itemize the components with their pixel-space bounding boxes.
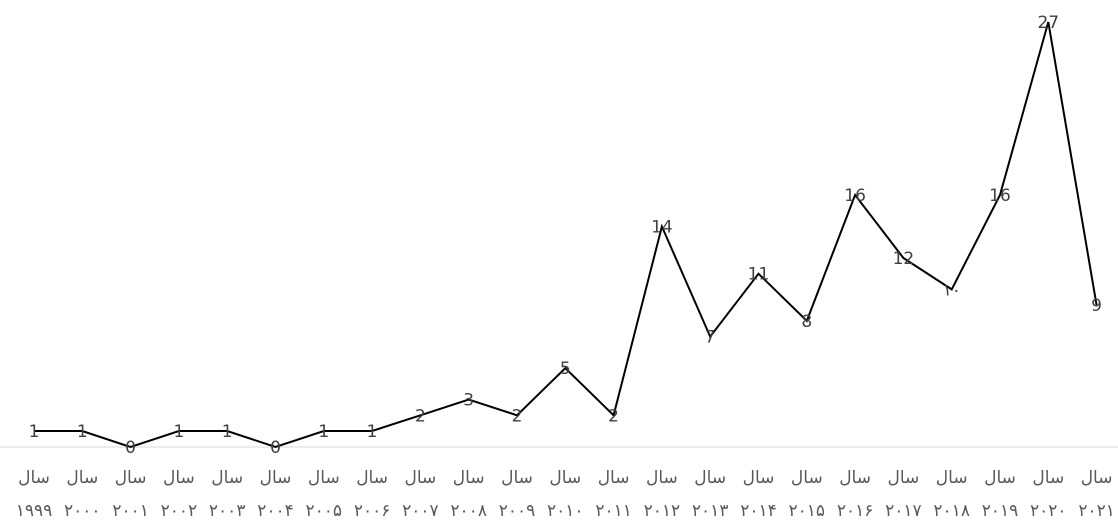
x-tick-label-year: ۲۰۱۱ (595, 501, 632, 521)
x-tick-labels: سال ۱۹۹۹ سال ۲۰۰۰ سال ۲۰۰۱ سال ۲۰۰۲ سال ۲۰۰۳ سال ۲۰… (16, 468, 1115, 521)
x-tick-label-year: ۲۰۰۵ (306, 501, 343, 521)
data-label: 9 (1091, 296, 1102, 316)
data-label: 7 (705, 328, 716, 348)
x-tick-label-year: ۲۰۱۰ (547, 501, 584, 521)
x-tick-label-top: سال (163, 468, 195, 488)
x-tick-label-year: ۲۰۰۷ (402, 501, 439, 521)
x-tick-label-top: سال (694, 468, 726, 488)
x-tick-label-year: ۲۰۰۶ (354, 501, 391, 521)
data-label: 1 (367, 422, 378, 442)
data-label: 2 (512, 406, 523, 426)
data-label: 16 (989, 186, 1011, 206)
x-tick-label-year: ۲۰۱۵ (789, 501, 826, 521)
data-label: 1 (318, 422, 329, 442)
data-label: 1 (29, 422, 40, 442)
data-label: 2 (415, 406, 426, 426)
data-label: 2 (608, 406, 619, 426)
x-tick-label-top: سال (936, 468, 968, 488)
x-tick-label-top: سال (260, 468, 292, 488)
data-label: 8 (801, 312, 812, 332)
data-label: 16 (844, 186, 866, 206)
data-label: 14 (651, 218, 673, 238)
x-tick-label-year: ۲۰۰۹ (499, 501, 536, 521)
data-label: ۱۰ (943, 280, 961, 300)
data-label: 1 (173, 422, 184, 442)
data-label: 0 (125, 438, 136, 458)
x-tick-label-top: سال (66, 468, 98, 488)
x-tick-label-top: سال (598, 468, 630, 488)
x-tick-label-top: سال (743, 468, 775, 488)
x-tick-label-top: سال (791, 468, 823, 488)
x-tick-label-top: سال (1032, 468, 1064, 488)
x-tick-label-top: سال (501, 468, 533, 488)
x-tick-label-year: ۲۰۰۰ (64, 501, 101, 521)
x-tick-label-year: ۲۰۱۸ (933, 501, 970, 521)
x-tick-label-year: ۲۰۱۶ (837, 501, 874, 521)
x-tick-label-top: سال (356, 468, 388, 488)
x-tick-label-year: ۲۰۱۴ (740, 501, 777, 521)
x-tick-label-year: ۲۰۱۹ (982, 501, 1019, 521)
x-tick-label-top: سال (308, 468, 340, 488)
x-tick-label-year: ۲۰۱۷ (885, 501, 922, 521)
data-label: 12 (893, 249, 915, 269)
x-tick-label-year: ۲۰۰۴ (257, 501, 294, 521)
x-tick-label-top: سال (115, 468, 147, 488)
series-line (34, 21, 1098, 449)
x-tick-label-year: ۲۰۰۳ (209, 501, 246, 521)
x-tick-label-top: سال (405, 468, 437, 488)
x-tick-label-top: سال (453, 468, 485, 488)
x-tick-label-top: سال (839, 468, 871, 488)
x-tick-label-year: ۲۰۰۲ (161, 501, 198, 521)
data-label: 1 (222, 422, 233, 442)
data-label: 0 (270, 438, 281, 458)
x-tick-label-year: ۲۰۲۱ (1078, 501, 1115, 521)
x-tick-label-year: ۲۰۰۸ (450, 501, 487, 521)
data-label: 5 (560, 359, 571, 379)
x-tick-label-year: ۲۰۱۳ (692, 501, 729, 521)
data-label: 1 (77, 422, 88, 442)
x-tick-label-top: سال (646, 468, 678, 488)
x-tick-label-year: ۱۹۹۹ (16, 501, 53, 521)
x-tick-label-year: ۲۰۰۱ (112, 501, 149, 521)
x-tick-label-top: سال (549, 468, 581, 488)
x-tick-label-year: ۲۰۲۰ (1030, 501, 1067, 521)
x-tick-label-top: سال (888, 468, 920, 488)
x-tick-label-top: سال (1081, 468, 1113, 488)
x-tick-label-year: ۲۰۱۲ (644, 501, 681, 521)
x-tick-label-top: سال (18, 468, 50, 488)
x-tick-label-top: سال (984, 468, 1016, 488)
x-tick-label-top: سال (211, 468, 243, 488)
data-label: 3 (463, 391, 474, 411)
data-label: 11 (748, 265, 770, 285)
data-label: 27 (1037, 13, 1059, 33)
